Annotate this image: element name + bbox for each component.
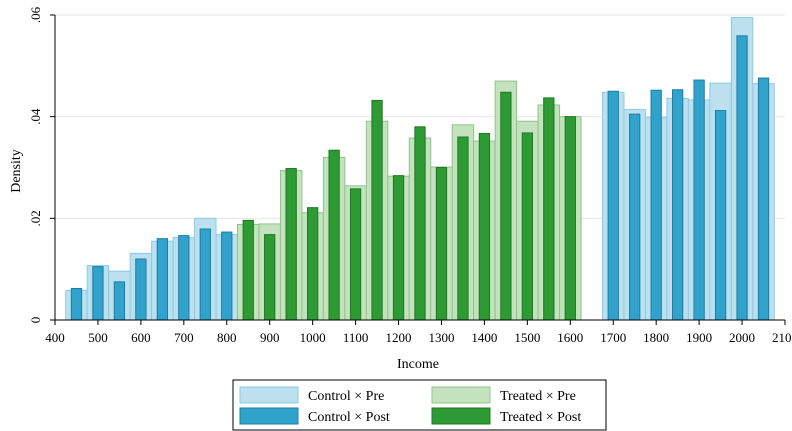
y-axis-title: Density [9, 149, 24, 193]
bar-treated_post [371, 99, 383, 321]
bars-post-layer [70, 35, 770, 321]
bar-control_post [693, 79, 705, 321]
bar-treated_post [457, 136, 469, 321]
bar-treated_post [543, 97, 555, 321]
x-tick-label: 700 [174, 330, 194, 345]
x-axis-title: Income [397, 357, 439, 372]
bar-control_post [156, 238, 169, 321]
legend-label-control_pre: Control × Pre [308, 389, 384, 404]
x-tick-label: 1100 [343, 330, 369, 345]
x-tick-label: 1700 [600, 330, 626, 345]
legend: Control × Pre Treated × Pre Control × Post… [232, 379, 607, 431]
bar-treated_post [564, 116, 576, 321]
bar-treated_post [328, 149, 340, 321]
x-tick-label: 1500 [514, 330, 540, 345]
bar-control_post [113, 281, 126, 321]
legend-swatch-treated_pre [431, 386, 491, 404]
bar-treated_post [435, 167, 448, 321]
y-tick-label: .02 [28, 210, 43, 226]
x-tick-label: 1200 [386, 330, 412, 345]
bar-control_post [714, 110, 727, 321]
bar-treated_post [242, 219, 254, 321]
x-axis-ticks: 400 500 600 700 800 900 1000 1100 1200 1300 1400 15… [45, 320, 792, 345]
y-tick-label: .04 [28, 108, 43, 125]
y-tick-label: .06 [28, 6, 43, 23]
x-tick-label: 1300 [428, 330, 454, 345]
bar-control_post [92, 266, 104, 321]
x-tick-label: 400 [45, 330, 65, 345]
bar-treated_post [264, 234, 276, 321]
x-tick-label: 1800 [643, 330, 669, 345]
legend-swatch-control_post [239, 407, 299, 425]
y-axis-ticks: 0 .02 .04 .06 [28, 6, 55, 323]
x-tick-label: 1400 [471, 330, 497, 345]
bar-treated_post [478, 132, 491, 321]
bar-control_post [607, 90, 619, 321]
legend-swatch-treated_post [431, 407, 491, 425]
bar-treated_post [521, 132, 534, 321]
x-tick-label: 900 [260, 330, 280, 345]
x-tick-label: 1000 [300, 330, 326, 345]
bar-treated_post [306, 207, 319, 321]
y-tick-label: 0 [28, 317, 43, 324]
bar-treated_post [414, 126, 426, 321]
bar-control_post [629, 113, 641, 321]
bar-control_post [736, 35, 748, 321]
x-tick-label: 800 [217, 330, 237, 345]
bar-control_post [135, 258, 147, 321]
legend-swatch-control_pre [239, 386, 299, 404]
bar-control_post [199, 228, 211, 321]
x-tick-label: 1900 [686, 330, 712, 345]
legend-label-treated_pre: Treated × Pre [500, 389, 576, 404]
x-tick-label: 1600 [557, 330, 583, 345]
bar-control_post [650, 89, 662, 321]
legend-label-control_post: Control × Post [308, 410, 390, 425]
bar-treated_post [349, 188, 362, 321]
x-tick-label: 600 [131, 330, 151, 345]
legend-label-treated_post: Treated × Post [500, 410, 581, 425]
bar-control_post [178, 235, 190, 321]
bar-treated_post [500, 91, 512, 321]
axes [54, 15, 785, 321]
bar-control_post [757, 77, 770, 321]
bar-control_post [671, 89, 684, 321]
bar-treated_post [392, 175, 405, 321]
x-tick-label: 2000 [729, 330, 755, 345]
x-tick-label: 500 [88, 330, 108, 345]
bar-control_post [221, 231, 233, 321]
bar-treated_post [285, 168, 297, 321]
bar-control_post [70, 287, 83, 321]
